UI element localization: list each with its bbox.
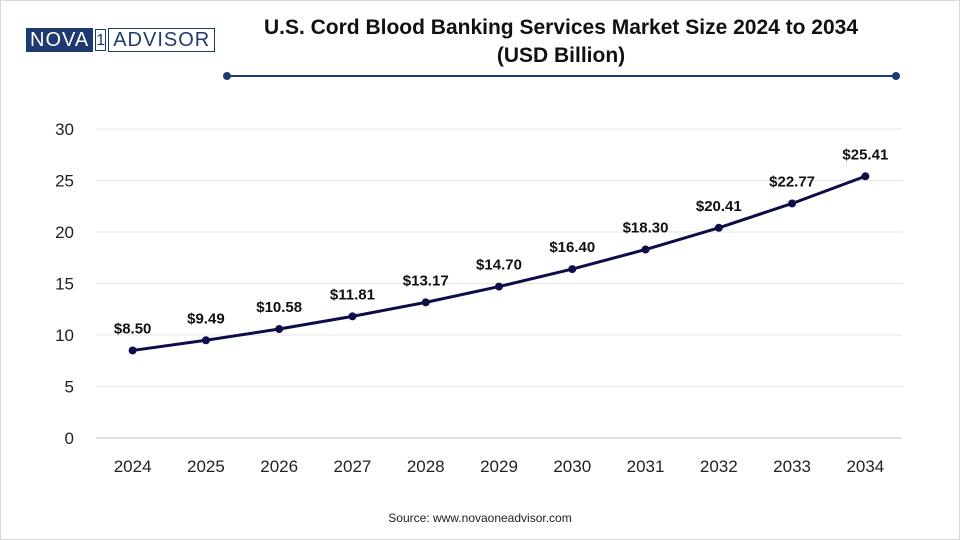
data-point (128, 346, 137, 355)
data-label: $14.70 (476, 257, 522, 274)
data-label: $11.81 (330, 286, 375, 303)
chart-title-line2: (USD Billion) (496, 44, 626, 67)
y-tick-label: 30 (55, 120, 74, 139)
x-tick-label: 2026 (260, 457, 298, 476)
title-divider-dot-left (223, 72, 231, 80)
y-tick-label: 0 (65, 429, 74, 448)
x-tick-label: 2025 (187, 457, 225, 476)
source-note: Source: www.novaoneadvisor.com (388, 511, 572, 525)
data-label: $16.40 (549, 239, 595, 256)
y-tick-label: 15 (55, 275, 74, 294)
data-point (201, 336, 210, 345)
x-tick-label: 2030 (553, 457, 591, 476)
y-tick-label: 5 (65, 378, 74, 397)
x-tick-label: 2031 (627, 457, 665, 476)
data-label: $13.17 (403, 272, 449, 289)
data-label: $22.77 (769, 173, 815, 190)
data-point (421, 298, 430, 307)
data-point (275, 325, 284, 334)
data-label: $18.30 (623, 220, 669, 237)
x-tick-label: 2028 (407, 457, 445, 476)
brand-logo: NOVA 1 ADVISOR (26, 27, 216, 53)
brand-logo-part2: 1 (95, 29, 107, 51)
data-label: $9.49 (187, 310, 225, 327)
x-tick-label: 2033 (773, 457, 811, 476)
x-tick-label: 2024 (114, 457, 152, 476)
x-tick-label: 2029 (480, 457, 518, 476)
data-point (641, 245, 650, 254)
data-point (861, 172, 870, 181)
data-point (495, 282, 503, 291)
data-label: $20.41 (696, 198, 742, 215)
chart-title: U.S. Cord Blood Banking Services Market … (226, 14, 896, 70)
data-point (788, 199, 797, 208)
x-tick-label: 2034 (846, 457, 884, 476)
y-tick-label: 10 (55, 326, 74, 345)
brand-logo-part3: ADVISOR (108, 28, 216, 52)
x-tick-label: 2032 (700, 457, 738, 476)
data-point (714, 223, 723, 232)
data-label: $8.50 (114, 320, 152, 337)
title-divider-dot-right (892, 72, 900, 80)
data-label: $25.41 (842, 146, 888, 163)
y-tick-label: 25 (55, 172, 74, 191)
y-tick-label: 20 (55, 223, 74, 242)
data-label: $10.58 (256, 299, 302, 316)
chart-title-line1: U.S. Cord Blood Banking Services Market … (263, 16, 859, 39)
brand-logo-part1: NOVA (26, 28, 94, 52)
data-point (348, 312, 357, 321)
x-tick-label: 2027 (334, 457, 372, 476)
data-point (568, 265, 577, 274)
